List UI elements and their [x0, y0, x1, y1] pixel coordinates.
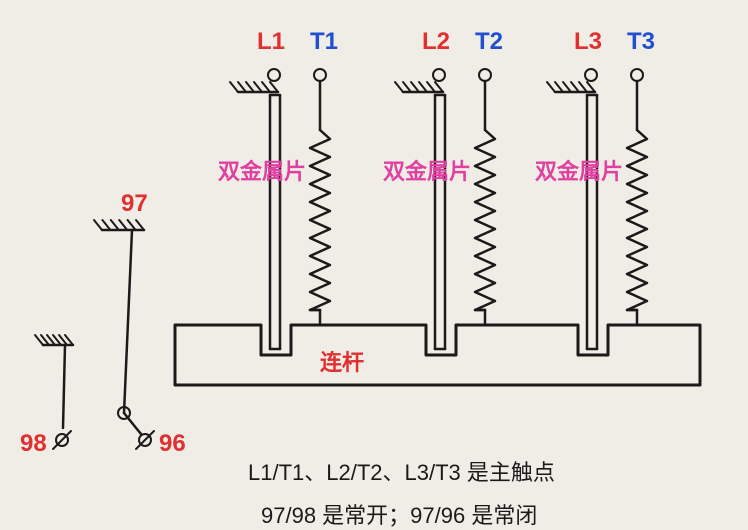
label-98: 98 [20, 430, 47, 458]
thermal-relay-diagram [0, 0, 748, 525]
label-bimetal-2: 双金属片 [383, 160, 407, 184]
label-97: 97 [121, 190, 148, 218]
caption-aux-contacts: 97/98 是常开；97/96 是常闭 [261, 498, 537, 530]
label-bimetal-3: 双金属片 [535, 160, 559, 184]
label-T1: T1 [310, 28, 338, 56]
label-T2: T2 [475, 28, 503, 56]
label-connecting-rod: 连杆 [320, 345, 364, 377]
label-bimetal-1: 双金属片 [218, 160, 242, 184]
label-96: 96 [159, 430, 186, 458]
label-L2: L2 [422, 28, 450, 56]
label-L1: L1 [257, 28, 285, 56]
label-T3: T3 [627, 28, 655, 56]
caption-main-contacts: L1/T1、L2/T2、L3/T3 是主触点 [248, 455, 555, 487]
label-L3: L3 [574, 28, 602, 56]
